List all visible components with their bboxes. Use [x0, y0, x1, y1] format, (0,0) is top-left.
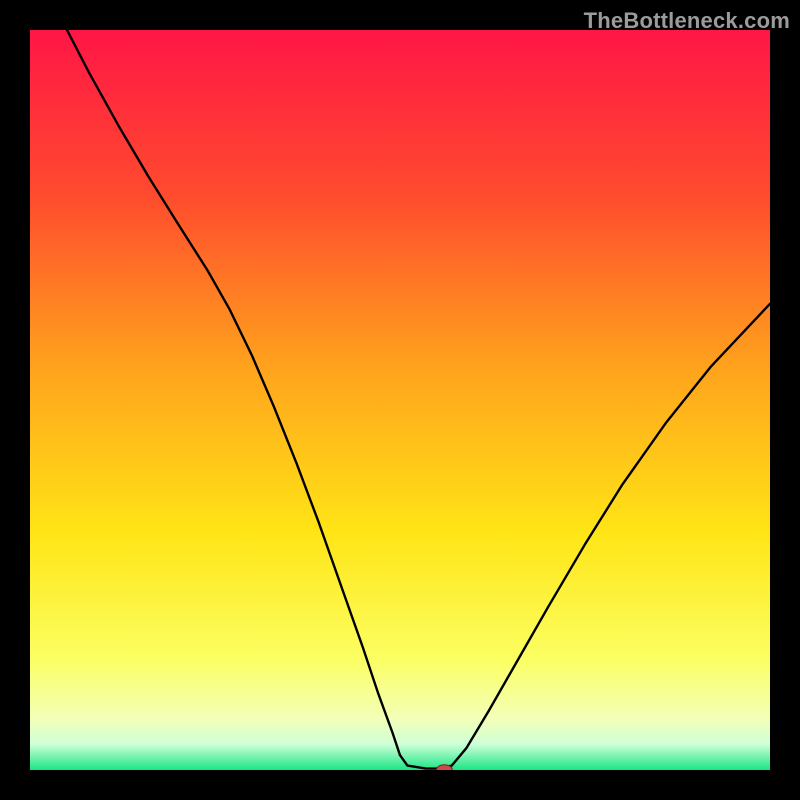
page-frame: TheBottleneck.com — [0, 0, 800, 800]
bottleneck-chart — [30, 30, 770, 770]
chart-background — [30, 30, 770, 770]
